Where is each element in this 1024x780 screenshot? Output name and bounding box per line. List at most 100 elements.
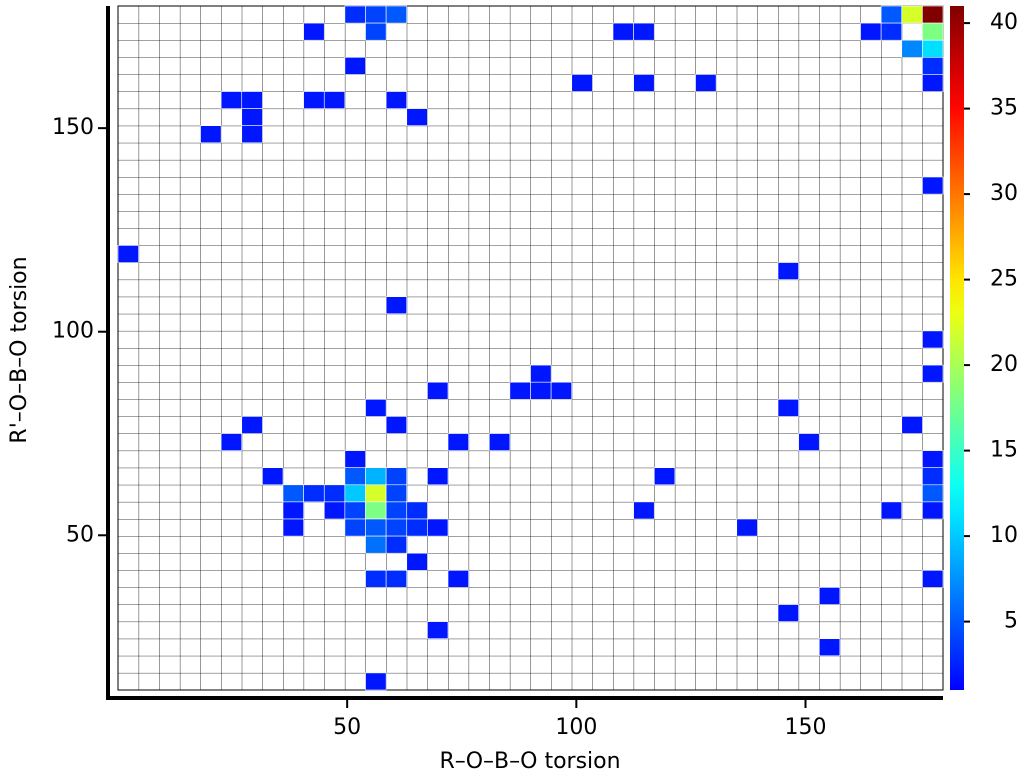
heatmap-cell — [200, 125, 222, 144]
heatmap-cell — [798, 433, 820, 451]
colorbar-tick-label: 15 — [990, 438, 1018, 463]
heatmap-cell — [303, 484, 325, 503]
heatmap-cell — [241, 91, 263, 109]
heatmap-cell — [344, 501, 366, 520]
colorbar — [950, 6, 964, 690]
heatmap-cell — [365, 672, 387, 691]
heatmap-cell — [241, 108, 263, 126]
heatmap-cell — [344, 467, 366, 486]
heatmap-cell — [777, 604, 799, 622]
heatmap-cell — [385, 91, 408, 109]
heatmap-cell — [427, 381, 449, 400]
heatmap-cell — [365, 22, 387, 41]
heatmap-cell — [922, 39, 944, 58]
heatmap-cell — [117, 245, 139, 263]
heatmap-cell — [922, 450, 944, 469]
x-tick-label: 150 — [785, 715, 827, 740]
heatmap-cell — [427, 467, 449, 486]
colorbar-tick-label: 35 — [990, 96, 1018, 121]
colorbar-tick-label: 20 — [990, 352, 1018, 377]
y-tick-label: 100 — [52, 319, 94, 344]
colorbar-tick-label: 40 — [990, 10, 1018, 35]
heatmap-cell — [736, 518, 758, 537]
heatmap-cell — [365, 398, 387, 417]
heatmap-cell — [612, 22, 634, 41]
heatmap-cell — [901, 39, 923, 58]
heatmap-cell — [818, 638, 841, 657]
heatmap-cell — [385, 518, 408, 537]
heatmap-cell — [922, 501, 944, 520]
heatmap-cell — [344, 450, 366, 469]
heatmap-cell — [365, 5, 387, 24]
heatmap-cell — [303, 22, 325, 41]
heatmap-cell — [880, 5, 903, 24]
heatmap-cell — [777, 262, 799, 280]
heatmap-cell — [447, 569, 469, 588]
heatmap-cell — [323, 91, 346, 109]
heatmap-cell — [220, 433, 243, 451]
heatmap-cell — [530, 381, 552, 400]
heatmap-cell — [344, 5, 366, 24]
heatmap-cell — [220, 91, 243, 109]
heatmap-cell — [922, 484, 944, 503]
heatmap-cell — [365, 501, 387, 520]
heatmap-cell — [880, 22, 903, 41]
heatmap-cell — [241, 416, 263, 434]
heatmap-cell — [282, 484, 304, 503]
heatmap-cell — [385, 569, 408, 588]
heatmap-cell — [344, 518, 366, 537]
heatmap-cell — [303, 91, 325, 109]
heatmap-cell — [365, 484, 387, 503]
heatmap-cell — [860, 22, 882, 41]
heatmap-cell — [901, 416, 923, 434]
heatmap-cell — [922, 569, 944, 588]
heatmap-cell — [365, 518, 387, 537]
heatmap-cell — [901, 5, 923, 24]
heatmap-cell — [922, 330, 944, 349]
colorbar-tick-label: 25 — [990, 267, 1018, 292]
heatmap-cell — [365, 467, 387, 486]
heatmap-cell — [406, 501, 428, 520]
colorbar-tick-label: 10 — [990, 523, 1018, 548]
heatmap-cell — [344, 56, 366, 75]
heatmap-cell — [633, 74, 655, 92]
heatmap-cell — [653, 467, 676, 486]
heatmap-cell — [385, 416, 408, 434]
heatmap-cell — [922, 467, 944, 486]
y-tick-label: 150 — [52, 115, 94, 140]
heatmap-cell — [406, 108, 428, 126]
heatmap-cell — [777, 398, 799, 417]
heatmap-cell — [427, 621, 449, 639]
heatmap-cell — [633, 22, 655, 41]
colorbar-tick-label: 5 — [1004, 609, 1018, 634]
heatmap-cell — [385, 296, 408, 315]
heatmap-cell — [262, 467, 284, 486]
heatmap-cell — [922, 22, 944, 41]
heatmap-cell — [922, 176, 944, 195]
heatmap-cell — [282, 501, 304, 520]
heatmap-cell — [571, 74, 593, 92]
heatmap-cell — [385, 484, 408, 503]
heatmap-cell — [385, 467, 408, 486]
heatmap-cell — [241, 125, 263, 144]
x-axis-label: R–O–B–O torsion — [439, 749, 620, 774]
heatmap-cell — [695, 74, 717, 92]
heatmap-cell — [406, 518, 428, 537]
heatmap-cell — [323, 501, 346, 520]
heatmap-cell — [633, 501, 655, 520]
heatmap-cell — [922, 56, 944, 75]
heatmap-cell — [344, 484, 366, 503]
heatmap-cell — [385, 5, 408, 24]
heatmap-cell — [922, 5, 944, 24]
heatmap-cell — [427, 518, 449, 537]
x-tick-label: 100 — [555, 715, 597, 740]
heatmap-cell — [447, 433, 469, 451]
heatmap-cell — [818, 587, 841, 605]
heatmap-cell — [385, 535, 408, 554]
y-axis-label: R'–O–B–O torsion — [7, 256, 32, 443]
heatmap-cell — [922, 364, 944, 383]
heatmap-cell — [385, 501, 408, 520]
heatmap-cell — [488, 433, 511, 451]
